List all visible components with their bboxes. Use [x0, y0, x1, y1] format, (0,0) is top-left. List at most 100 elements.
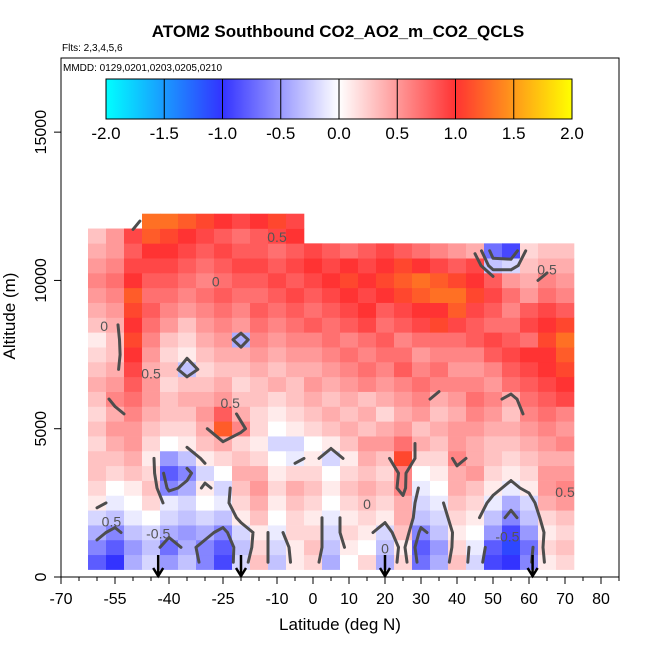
heatmap-cell	[412, 554, 431, 570]
heatmap-cell	[394, 391, 413, 407]
heatmap-cell	[412, 465, 431, 481]
heatmap-cell	[178, 421, 197, 437]
heatmap-cell	[322, 539, 341, 556]
heatmap-cell	[466, 347, 485, 363]
heatmap-cell	[124, 243, 143, 259]
contour-label: 0	[100, 318, 108, 334]
heatmap-cell	[124, 495, 143, 511]
heatmap-cell	[520, 302, 539, 318]
heatmap-cell	[340, 495, 359, 511]
heatmap-cell	[538, 376, 557, 392]
heatmap-cell	[340, 554, 359, 570]
heatmap-cell	[88, 391, 107, 407]
heatmap-cell	[304, 376, 323, 392]
heatmap-cell	[358, 258, 377, 274]
heatmap-cell	[196, 228, 215, 244]
heatmap-cell	[304, 391, 323, 407]
heatmap-cell	[322, 421, 341, 437]
heatmap-cell	[304, 361, 323, 378]
heatmap-cell	[556, 465, 575, 481]
heatmap-cell	[448, 287, 467, 303]
heatmap-cell	[484, 436, 503, 452]
heatmap-cell	[232, 495, 251, 511]
heatmap-cell	[232, 273, 251, 289]
heatmap-cell	[322, 376, 341, 392]
y-axis-title: Altitude (m)	[0, 273, 19, 360]
heatmap-cell	[124, 376, 143, 392]
heatmap-cell	[466, 332, 485, 348]
heatmap-cell	[196, 347, 215, 363]
heatmap-cell	[358, 332, 377, 348]
heatmap-cell	[304, 332, 323, 348]
plot-frame	[60, 57, 620, 578]
heatmap-cell	[232, 213, 251, 229]
heatmap-cell	[538, 391, 557, 407]
heatmap-cell	[412, 510, 431, 526]
heatmap-cell	[286, 376, 305, 392]
heatmap-cell	[286, 228, 305, 244]
heatmap-cell	[412, 450, 431, 467]
heatmap-cell	[142, 213, 161, 229]
heatmap-cell	[124, 391, 143, 407]
heatmap-cell	[106, 243, 125, 259]
heatmap-cell	[286, 273, 305, 289]
heatmap-cell	[340, 287, 359, 303]
heatmap-cell	[178, 406, 197, 422]
heatmap-cell	[502, 361, 521, 378]
dates-text: MMDD: 0129,0201,0203,0205,0210	[63, 63, 222, 74]
y-tick-label: 10000	[33, 258, 50, 303]
heatmap-cell	[448, 510, 467, 526]
heatmap-cell	[286, 361, 305, 378]
heatmap-cell	[430, 347, 449, 363]
heatmap-cell	[88, 273, 107, 289]
heatmap-cell	[556, 406, 575, 422]
heatmap-cell	[142, 525, 161, 541]
heatmap-cell	[196, 554, 215, 570]
contour-label: 0	[363, 496, 371, 512]
heatmap-cell	[250, 495, 269, 511]
heatmap-cell	[142, 228, 161, 244]
heatmap-cell	[214, 273, 233, 289]
heatmap-cell	[124, 287, 143, 303]
heatmap-cell	[502, 332, 521, 348]
heatmap-cell	[538, 421, 557, 437]
heatmap-cell	[340, 406, 359, 422]
heatmap-cell	[232, 347, 251, 363]
heatmap-cell	[124, 480, 143, 496]
heatmap-cell	[322, 465, 341, 481]
flight-arrow	[152, 555, 165, 579]
heatmap-cell	[286, 525, 305, 541]
heatmap-cell	[232, 406, 251, 422]
heatmap-cell	[340, 243, 359, 259]
heatmap-cell	[430, 465, 449, 481]
heatmap-cell	[160, 332, 179, 348]
heatmap-cell	[304, 421, 323, 437]
heatmap-cell	[412, 287, 431, 303]
heatmap-cell	[178, 376, 197, 392]
heatmap-cell	[376, 376, 395, 392]
heatmap-cell	[520, 465, 539, 481]
heatmap-cell	[142, 436, 161, 452]
heatmap-cell	[196, 273, 215, 289]
heatmap-cell	[232, 436, 251, 452]
heatmap-cell	[250, 287, 269, 303]
heatmap-cell	[106, 228, 125, 244]
heatmap-cell	[358, 436, 377, 452]
heatmap-cell	[394, 273, 413, 289]
heatmap-cell	[484, 421, 503, 437]
heatmap-cell	[376, 421, 395, 437]
heatmap-cell	[160, 317, 179, 333]
heatmap-cell	[448, 332, 467, 348]
x-tick-label: 20	[376, 591, 394, 608]
heatmap-cell	[394, 258, 413, 274]
heatmap-cell	[178, 465, 197, 481]
x-tick-label: -10	[265, 591, 288, 608]
heatmap-cell	[178, 495, 197, 511]
heatmap-cell	[448, 421, 467, 437]
flights-text: Flts: 2,3,4,5,6	[62, 43, 123, 54]
heatmap-cell	[304, 436, 323, 452]
heatmap-cell	[556, 495, 575, 511]
heatmap-cell	[484, 332, 503, 348]
heatmap-cell	[340, 480, 359, 496]
heatmap-cell	[196, 465, 215, 481]
